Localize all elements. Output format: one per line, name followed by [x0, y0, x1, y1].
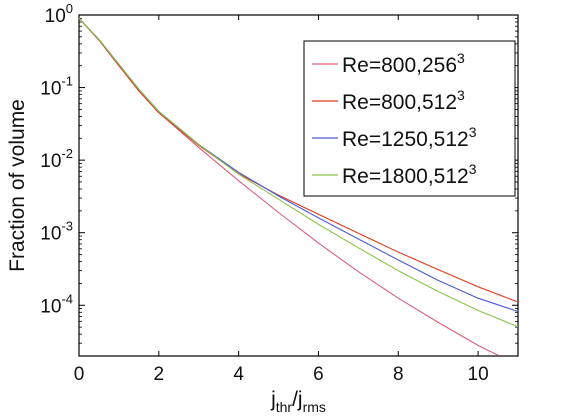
x-tick-label: 8 [393, 364, 404, 385]
y-tick-exp: -3 [61, 219, 73, 234]
y-tick-label: 10-3 [40, 219, 73, 245]
legend-label: Re=1800,512 [342, 165, 469, 188]
legend-entry-1: Re=800,2563 [342, 50, 465, 77]
axes-box [78, 14, 519, 357]
x-axis-label-main: j [270, 388, 276, 411]
x-axis-label-sub2: rms [303, 399, 326, 415]
legend-entry-3: Re=1250,5123 [342, 124, 477, 151]
series-layer [78, 17, 519, 356]
legend-label: Re=800,256 [342, 54, 457, 77]
y-tick-base: 10 [40, 296, 61, 317]
y-tick-base: 10 [40, 224, 61, 245]
legend-label-sup: 3 [457, 87, 465, 103]
legend-label-sup: 3 [457, 50, 465, 66]
y-tick-base: 10 [45, 6, 66, 27]
legend-label-sup: 3 [469, 124, 477, 140]
y-axis-label: Fraction of volume [6, 99, 29, 272]
x-tick-label: 6 [313, 364, 324, 385]
y-tick-label: 10-1 [40, 74, 73, 100]
x-tick-label: 2 [154, 364, 165, 385]
x-axis-ticks: 0 2 4 6 8 10 [74, 15, 489, 385]
y-tick-exp: -1 [61, 74, 73, 89]
series-line-4 [78, 17, 519, 328]
y-tick-base: 10 [40, 79, 61, 100]
x-axis-label-sub1: thr [276, 399, 293, 415]
legend-box [303, 40, 516, 197]
y-tick-base: 10 [40, 151, 61, 172]
y-tick-exp: -2 [61, 146, 73, 161]
y-tick-exp: -4 [61, 291, 73, 306]
legend-label-sup: 3 [469, 161, 477, 177]
legend-entry-2: Re=800,5123 [342, 87, 465, 114]
legend-label: Re=1250,512 [342, 128, 469, 151]
legend-label: Re=800,512 [342, 91, 457, 114]
x-axis-label: jthr/jrms [270, 388, 326, 415]
x-tick-label: 10 [468, 364, 489, 385]
y-tick-label: 10-4 [40, 291, 73, 317]
x-axis-label-sep: /j [292, 388, 303, 411]
y-tick-exp: 0 [66, 1, 73, 16]
legend: Re=800,2563Re=800,5123Re=1250,5123Re=180… [303, 40, 516, 197]
plot-area [78, 14, 519, 357]
x-tick-label: 0 [74, 364, 85, 385]
legend-entry-4: Re=1800,5123 [342, 161, 477, 188]
y-tick-label: 100 [45, 1, 73, 27]
y-tick-label: 10-2 [40, 146, 73, 172]
x-tick-label: 4 [233, 364, 244, 385]
